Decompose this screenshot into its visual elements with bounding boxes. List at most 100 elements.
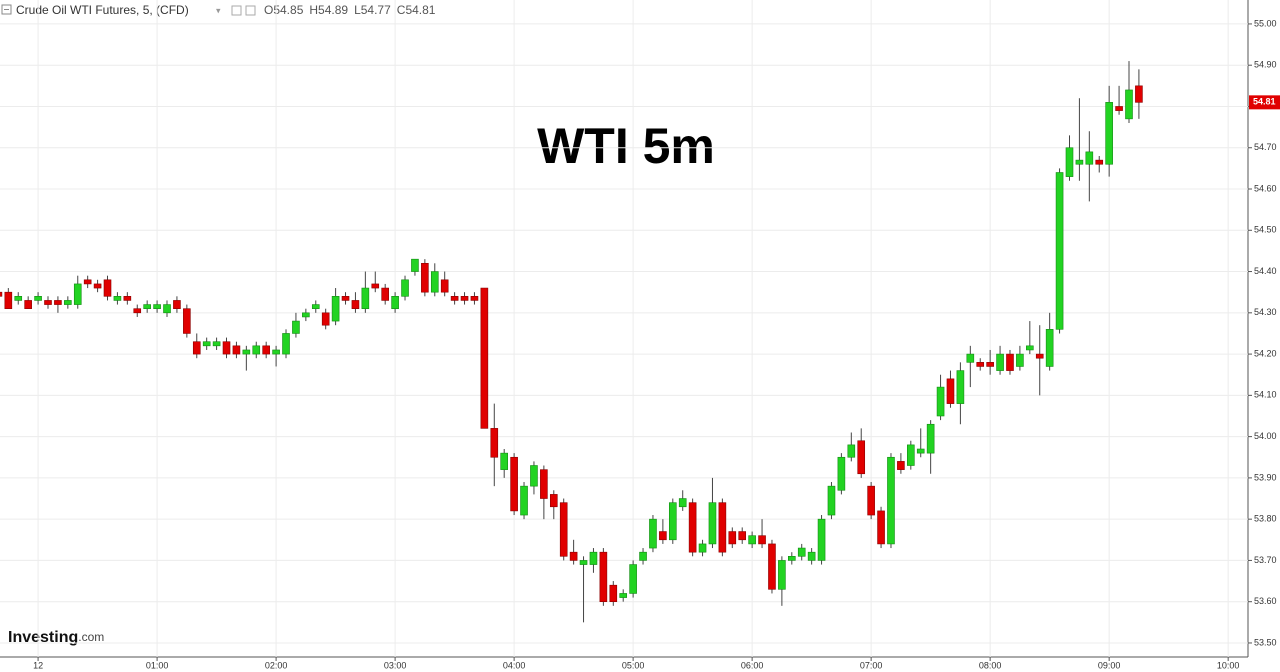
candle-body (321, 312, 330, 326)
candle-body (976, 362, 985, 367)
candle-body (549, 494, 558, 508)
y-tick-label: 54.60 (1254, 183, 1277, 193)
x-tick-label: 05:00 (622, 660, 645, 670)
candle-body (272, 349, 280, 355)
candle-body (262, 345, 270, 355)
candle-body (817, 518, 826, 561)
ohlc-value: L54.77 (354, 3, 391, 17)
candle-body (887, 456, 895, 545)
candle-body (877, 510, 885, 545)
candle-body (1085, 151, 1094, 165)
y-tick-label: 53.60 (1254, 596, 1277, 606)
candle-body (73, 283, 82, 305)
candle-body (678, 498, 687, 508)
y-tick-label: 54.40 (1254, 266, 1277, 276)
candle-body (1115, 106, 1123, 111)
candle-body (93, 283, 102, 289)
x-tick-label: 08:00 (979, 660, 1002, 670)
candle-body (599, 551, 608, 602)
candle-body (778, 560, 786, 590)
candle-body (143, 304, 151, 309)
candle-body (222, 341, 231, 355)
candle-body (1075, 159, 1084, 165)
x-tick-label: 03:00 (384, 660, 407, 670)
candle-body (232, 345, 241, 355)
y-tick-label: 53.90 (1254, 472, 1277, 482)
candle-body (758, 535, 766, 545)
close-icon[interactable] (245, 5, 256, 16)
candle-body (916, 448, 925, 454)
candle-body (351, 300, 360, 309)
candle-body (430, 271, 439, 293)
candle-body (530, 465, 538, 487)
y-tick-label: 53.70 (1254, 555, 1277, 565)
candle-body (292, 320, 300, 334)
candle-body (252, 345, 261, 355)
y-tick-label: 54.70 (1254, 142, 1277, 152)
candle-body (827, 485, 836, 516)
candle-body (986, 362, 994, 367)
y-tick-label: 54.30 (1254, 307, 1277, 317)
candle-body (1135, 85, 1143, 103)
y-tick-label: 53.80 (1254, 514, 1277, 524)
y-tick-label: 54.00 (1254, 431, 1277, 441)
candles (0, 61, 1143, 623)
candle-body (897, 461, 905, 470)
watermark: Investing.com (8, 629, 104, 646)
y-tick-label: 54.20 (1254, 348, 1277, 358)
candle-body (331, 296, 340, 322)
last-price-label: 54.81 (1253, 97, 1276, 107)
candle-body (718, 502, 727, 553)
y-tick-label: 54.90 (1254, 60, 1277, 70)
candle-body (500, 452, 508, 470)
candle-body (649, 518, 657, 549)
candle-body (133, 308, 142, 314)
candle-body (708, 502, 717, 545)
candle-body (956, 370, 965, 404)
candle-body (540, 469, 548, 499)
candle-body (411, 258, 419, 272)
candle-body (1105, 102, 1113, 165)
candle-body (470, 296, 479, 301)
candle-body (113, 296, 122, 301)
candle-body (34, 296, 42, 301)
candle-body (1035, 353, 1044, 359)
candle-body (421, 262, 429, 293)
watermark-brand: Investing (8, 629, 78, 646)
candle-body (153, 304, 161, 309)
candle-body (510, 456, 518, 512)
candle-body (569, 551, 578, 561)
candle-body (520, 485, 528, 516)
candle-body (668, 502, 677, 541)
candle-body (1065, 147, 1074, 177)
candle-body (212, 341, 221, 347)
candle-body (391, 296, 399, 309)
candle-body (64, 300, 72, 305)
x-tick-label: 02:00 (265, 660, 288, 670)
candle-body (768, 543, 776, 590)
ohlc-header: O54.85 H54.89 L54.77 C54.81 (264, 3, 436, 17)
candle-body (907, 444, 915, 466)
candle-body (639, 551, 647, 561)
candle-body (579, 560, 588, 565)
candle-body (1125, 89, 1133, 120)
collapse-icon[interactable] (1, 4, 12, 15)
candle-body (996, 353, 1004, 371)
candle-body (857, 440, 866, 475)
candle-body (192, 341, 201, 355)
y-tick-label: 54.50 (1254, 225, 1277, 235)
settings-icon[interactable] (231, 5, 242, 16)
candle-body (460, 296, 469, 301)
candle-body (202, 341, 211, 347)
x-tick-label: 04:00 (503, 660, 526, 670)
x-tick-label: 09:00 (1098, 660, 1121, 670)
candle-body (659, 531, 667, 541)
candle-body (371, 283, 380, 289)
candle-body (242, 349, 251, 355)
candle-body (1006, 353, 1014, 371)
dropdown-arrow[interactable]: ▾ (216, 5, 221, 15)
ohlc-value: H54.89 (309, 3, 348, 17)
candle-body (797, 547, 806, 557)
